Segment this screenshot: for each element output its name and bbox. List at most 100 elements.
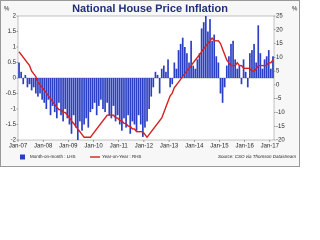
bar [209, 19, 211, 79]
bar [51, 78, 54, 106]
bar [34, 78, 37, 94]
bar [234, 59, 237, 78]
line [18, 36, 274, 139]
bar [41, 78, 43, 100]
bar [91, 78, 94, 109]
bar [87, 78, 90, 128]
y-tick-label: 2 [13, 14, 17, 20]
bar [116, 78, 119, 116]
y-tick-label: -2 [11, 138, 17, 144]
bar [255, 62, 258, 78]
bar [81, 78, 83, 131]
bar [139, 78, 142, 125]
bar [194, 68, 197, 78]
bar [221, 78, 224, 103]
chart: National House Price Inflation % % Sourc… [0, 0, 300, 167]
bar [171, 78, 174, 85]
bar [114, 78, 117, 122]
bar [47, 78, 50, 100]
x-tick-label: Jan-11 [110, 144, 129, 150]
y2-tick-label: -5 [276, 96, 282, 102]
bar [112, 78, 115, 106]
bar [265, 56, 268, 78]
bar [142, 78, 144, 137]
bar [186, 53, 188, 78]
bar [64, 78, 67, 109]
bar [190, 40, 192, 78]
bar [272, 56, 274, 78]
bar [93, 78, 96, 103]
bar [32, 78, 35, 88]
bar [158, 78, 161, 94]
bar [249, 53, 251, 78]
y-tick-label: 0.5 [8, 60, 17, 66]
bar [28, 78, 31, 85]
bar [219, 78, 222, 94]
bar [100, 78, 102, 100]
bar [53, 78, 56, 113]
bar [137, 78, 140, 116]
y-axis-label: % [4, 7, 10, 13]
bar [223, 78, 226, 88]
bar [129, 78, 132, 134]
source-note: Source: CSO via Thomson Datastream [218, 154, 296, 159]
bar [68, 78, 71, 125]
bar [20, 71, 22, 78]
bar [121, 78, 123, 131]
y2-tick-label: 25 [276, 14, 283, 20]
x-tick-label: Jan-10 [84, 144, 103, 150]
bar [263, 59, 266, 78]
bar [110, 78, 113, 119]
bar [179, 43, 182, 78]
bar [217, 62, 220, 78]
bar [18, 62, 20, 78]
bar [261, 68, 264, 78]
bar [55, 78, 58, 119]
y2-tick-label: 0 [276, 82, 280, 88]
bar [257, 25, 260, 78]
bar [104, 78, 106, 113]
y2-axis-label: % [292, 7, 298, 13]
bar [240, 78, 243, 85]
bar [167, 59, 169, 78]
y2-tick-label: 20 [276, 27, 283, 33]
bar [238, 65, 241, 78]
y2-tick-label: 15 [276, 41, 283, 47]
bar [89, 78, 92, 113]
bar [74, 78, 77, 128]
bar [246, 78, 249, 88]
bar [200, 28, 203, 78]
bar [83, 78, 85, 125]
bar [169, 78, 171, 88]
bar [198, 53, 201, 78]
bar [30, 78, 33, 91]
bar [177, 50, 180, 78]
x-tick-label: Jan-15 [210, 144, 229, 150]
bar [127, 78, 130, 116]
bar [125, 78, 127, 128]
x-tick-label: Jan-16 [235, 144, 254, 150]
y-tick-label: 0 [13, 76, 17, 82]
bar [228, 56, 230, 78]
bar [215, 56, 218, 78]
y2-tick-label: 5 [276, 69, 280, 75]
y2-tick-label: -10 [276, 110, 285, 116]
chart-title: National House Price Inflation [72, 3, 228, 15]
bar [76, 78, 79, 140]
bar [85, 78, 88, 119]
bar [79, 78, 81, 122]
bar [154, 71, 157, 78]
legend-swatch [20, 154, 25, 160]
bar [70, 78, 73, 134]
y2-tick-label: -20 [276, 138, 285, 144]
bar [192, 65, 195, 78]
bar [156, 74, 159, 78]
x-tick-label: Jan-17 [261, 144, 280, 150]
bar [148, 78, 150, 109]
bar [253, 43, 255, 78]
bar [267, 50, 270, 78]
bar [181, 37, 184, 78]
bar [225, 65, 228, 78]
legend-label: Year-on-Year : RHS [102, 154, 141, 159]
bar [133, 78, 136, 125]
